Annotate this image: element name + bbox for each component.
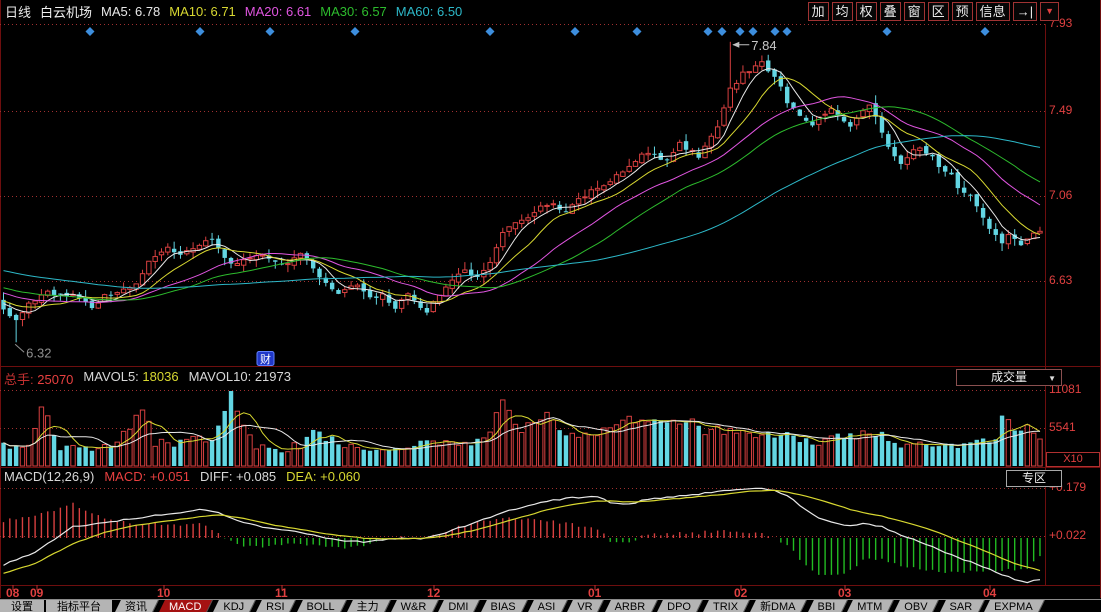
stock-name: 白云机场 [40,5,93,20]
indicator-selector[interactable]: 成交量 ▼ [956,369,1062,386]
tab-新DMA[interactable]: 新DMA [749,600,806,612]
toolbar: 加均权叠窗区预信息 →| ▼ [807,2,1059,21]
zone-button[interactable]: 专区 [1006,470,1062,487]
next-page-arrow-icon[interactable]: →| [1012,2,1038,21]
tab-设置[interactable]: 设置 [0,600,44,612]
toolbar-dropdown-icon[interactable]: ▼ [1040,2,1059,21]
tab-BOLL[interactable]: BOLL [296,600,346,612]
volume-header: 总手: 25070 MAVOL5: 18036 MAVOL10: 21973 [4,369,291,388]
volume-unit-label: X10 [1046,452,1100,467]
date-axis: 08 09 10 11 12 01 02 03 04 [0,586,1101,600]
tab-EXPMA[interactable]: EXPMA [983,600,1044,612]
toolbar-button-6[interactable]: 区 [927,2,949,21]
volume-ma-lines [3,412,1041,451]
indicator-tab-bar: 设置 指标平台 资讯 MACD KDJ RSI BOLL 主力 W&R DMI BIAS ASI VR A… [0,599,1101,612]
volume-header-field-1: 总手: 25070 [4,372,74,387]
tab-MACD[interactable]: MACD [158,600,212,612]
volume-axis-label-2: 5541 [1049,420,1076,434]
period-label[interactable]: 日线 [5,5,32,20]
macd-header-field-3: DEA: +0.060 [286,469,361,484]
toolbar-button-7[interactable]: 预 [951,2,973,21]
tab-指标平台[interactable]: 指标平台 [46,600,112,612]
price-axis-label-2: 7.49 [1049,103,1073,117]
tab-DPO[interactable]: DPO [656,600,702,612]
tab-W&R[interactable]: W&R [390,600,438,612]
month-label-10: 10 [157,586,171,600]
price-axis-label-4: 6.63 [1049,273,1073,287]
macd-params: MACD(12,26,9) [4,469,95,484]
svg-text:7.84: 7.84 [751,38,776,53]
ma-lines [3,67,1041,313]
price-axis-label-3: 7.06 [1049,188,1073,202]
tab-KDJ[interactable]: KDJ [212,600,255,612]
tab-MTM[interactable]: MTM [846,600,893,612]
frame-borders [0,0,1101,598]
toolbar-button-8[interactable]: 信息 [975,2,1010,21]
volume-header-field-2: MAVOL5: 18036 [83,369,179,384]
tab-DMI[interactable]: DMI [437,600,479,612]
macd-header: MACD(12,26,9) MACD: +0.051 DIFF: +0.085 DE… [4,469,360,484]
macd-lines [3,487,1041,584]
month-label-01: 01 [588,586,602,600]
tab-BBI[interactable]: BBI [807,600,847,612]
indicator-selector-label: 成交量 [990,370,1027,384]
gridlines [0,24,1045,590]
tab-主力[interactable]: 主力 [346,600,390,612]
macd-axis-label-2: +0.022 [1049,528,1087,542]
event-diamond-icons [85,27,990,36]
month-label-04: 04 [983,586,997,600]
tab-OBV[interactable]: OBV [893,600,938,612]
svg-text:6.32: 6.32 [26,345,51,360]
macd-header-field-2: DIFF: +0.085 [199,469,277,484]
tab-TRIX[interactable]: TRIX [702,600,749,612]
tab-ASI[interactable]: ASI [527,600,567,612]
ma-legend-item-5: MA60: 6.50 [395,4,463,19]
month-label-12: 12 [427,586,441,600]
svg-text:财: 财 [260,352,271,366]
macd-header-field-1: MACD: +0.051 [104,469,190,484]
toolbar-button-1[interactable]: 加 [807,2,829,21]
tab-SAR[interactable]: SAR [939,600,984,612]
tab-VR[interactable]: VR [566,600,603,612]
toolbar-button-3[interactable]: 权 [855,2,877,21]
toolbar-button-5[interactable]: 窗 [903,2,925,21]
tab-BIAS[interactable]: BIAS [480,600,527,612]
ma-legend: MA5: 6.78 MA10: 6.71 MA20: 6.61 MA30: 6.57 M… [101,4,462,19]
tab-RSI[interactable]: RSI [255,600,295,612]
candlesticks [1,41,1043,343]
month-label-08: 08 [6,586,20,600]
toolbar-button-2[interactable]: 均 [831,2,853,21]
tab-ARBR[interactable]: ARBR [604,600,657,612]
month-label-11: 11 [275,586,288,600]
ma-legend-item-2: MA10: 6.71 [169,4,236,19]
toolbar-button-4[interactable]: 叠 [879,2,901,21]
month-label-02: 02 [734,586,748,600]
title-bar: 日线 白云机场 MA5: 6.78 MA10: 6.71 MA20: 6.61 MA3… [0,0,462,23]
ma-legend-item-4: MA30: 6.57 [320,4,387,19]
volume-bars [1,391,1043,467]
volume-header-field-3: MAVOL10: 21973 [188,369,291,384]
tab-资讯[interactable]: 资讯 [114,600,158,612]
ma-legend-item-3: MA20: 6.61 [244,4,312,19]
chevron-down-icon: ▼ [1048,374,1056,383]
month-label-03: 03 [838,586,852,600]
month-label-09: 09 [30,586,44,600]
macd-histogram [2,502,1041,575]
price-annotations: 7.84 6.32 财 [14,38,777,366]
ma-legend-item-1: MA5: 6.78 [101,4,161,19]
